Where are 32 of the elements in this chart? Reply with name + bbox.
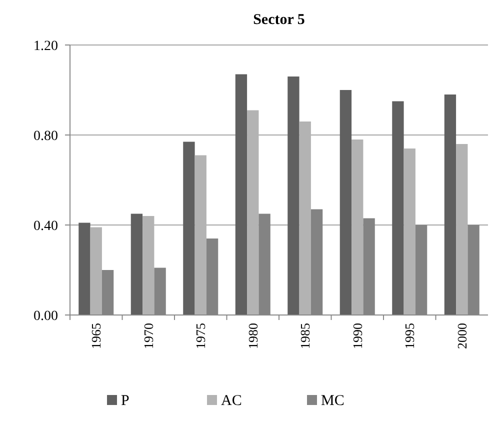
bar <box>392 101 404 315</box>
legend-label: AC <box>221 393 242 409</box>
x-tick-label: 1975 <box>193 323 208 349</box>
bar <box>130 214 143 315</box>
legend-label: P <box>121 393 130 409</box>
x-tick-label: 2000 <box>454 323 470 349</box>
bar <box>235 74 248 315</box>
bar <box>444 94 456 315</box>
bar <box>352 140 364 315</box>
bar <box>194 155 206 315</box>
x-tick-label: 1990 <box>350 323 365 349</box>
bar <box>456 144 468 315</box>
y-tick-label: 0.00 <box>34 308 58 324</box>
x-tick-label: 1995 <box>402 323 418 349</box>
bar <box>299 122 311 315</box>
bar <box>247 110 259 315</box>
bar <box>183 142 195 315</box>
x-tick-label: 1965 <box>88 323 104 349</box>
chart-title: Sector 5 <box>253 12 305 28</box>
x-tick-label: 1985 <box>298 323 313 349</box>
legend-label: MC <box>321 393 344 409</box>
bar <box>340 90 352 315</box>
x-tick-label: 1970 <box>140 323 156 349</box>
bar <box>288 76 300 315</box>
y-tick-label: 1.20 <box>34 38 58 54</box>
y-tick-label: 0.80 <box>34 128 58 144</box>
x-tick-label: 1980 <box>245 323 260 349</box>
bar <box>142 216 154 315</box>
y-tick-label: 0.40 <box>34 218 58 234</box>
bar <box>90 227 102 315</box>
bar <box>78 222 90 315</box>
bar <box>404 148 416 315</box>
